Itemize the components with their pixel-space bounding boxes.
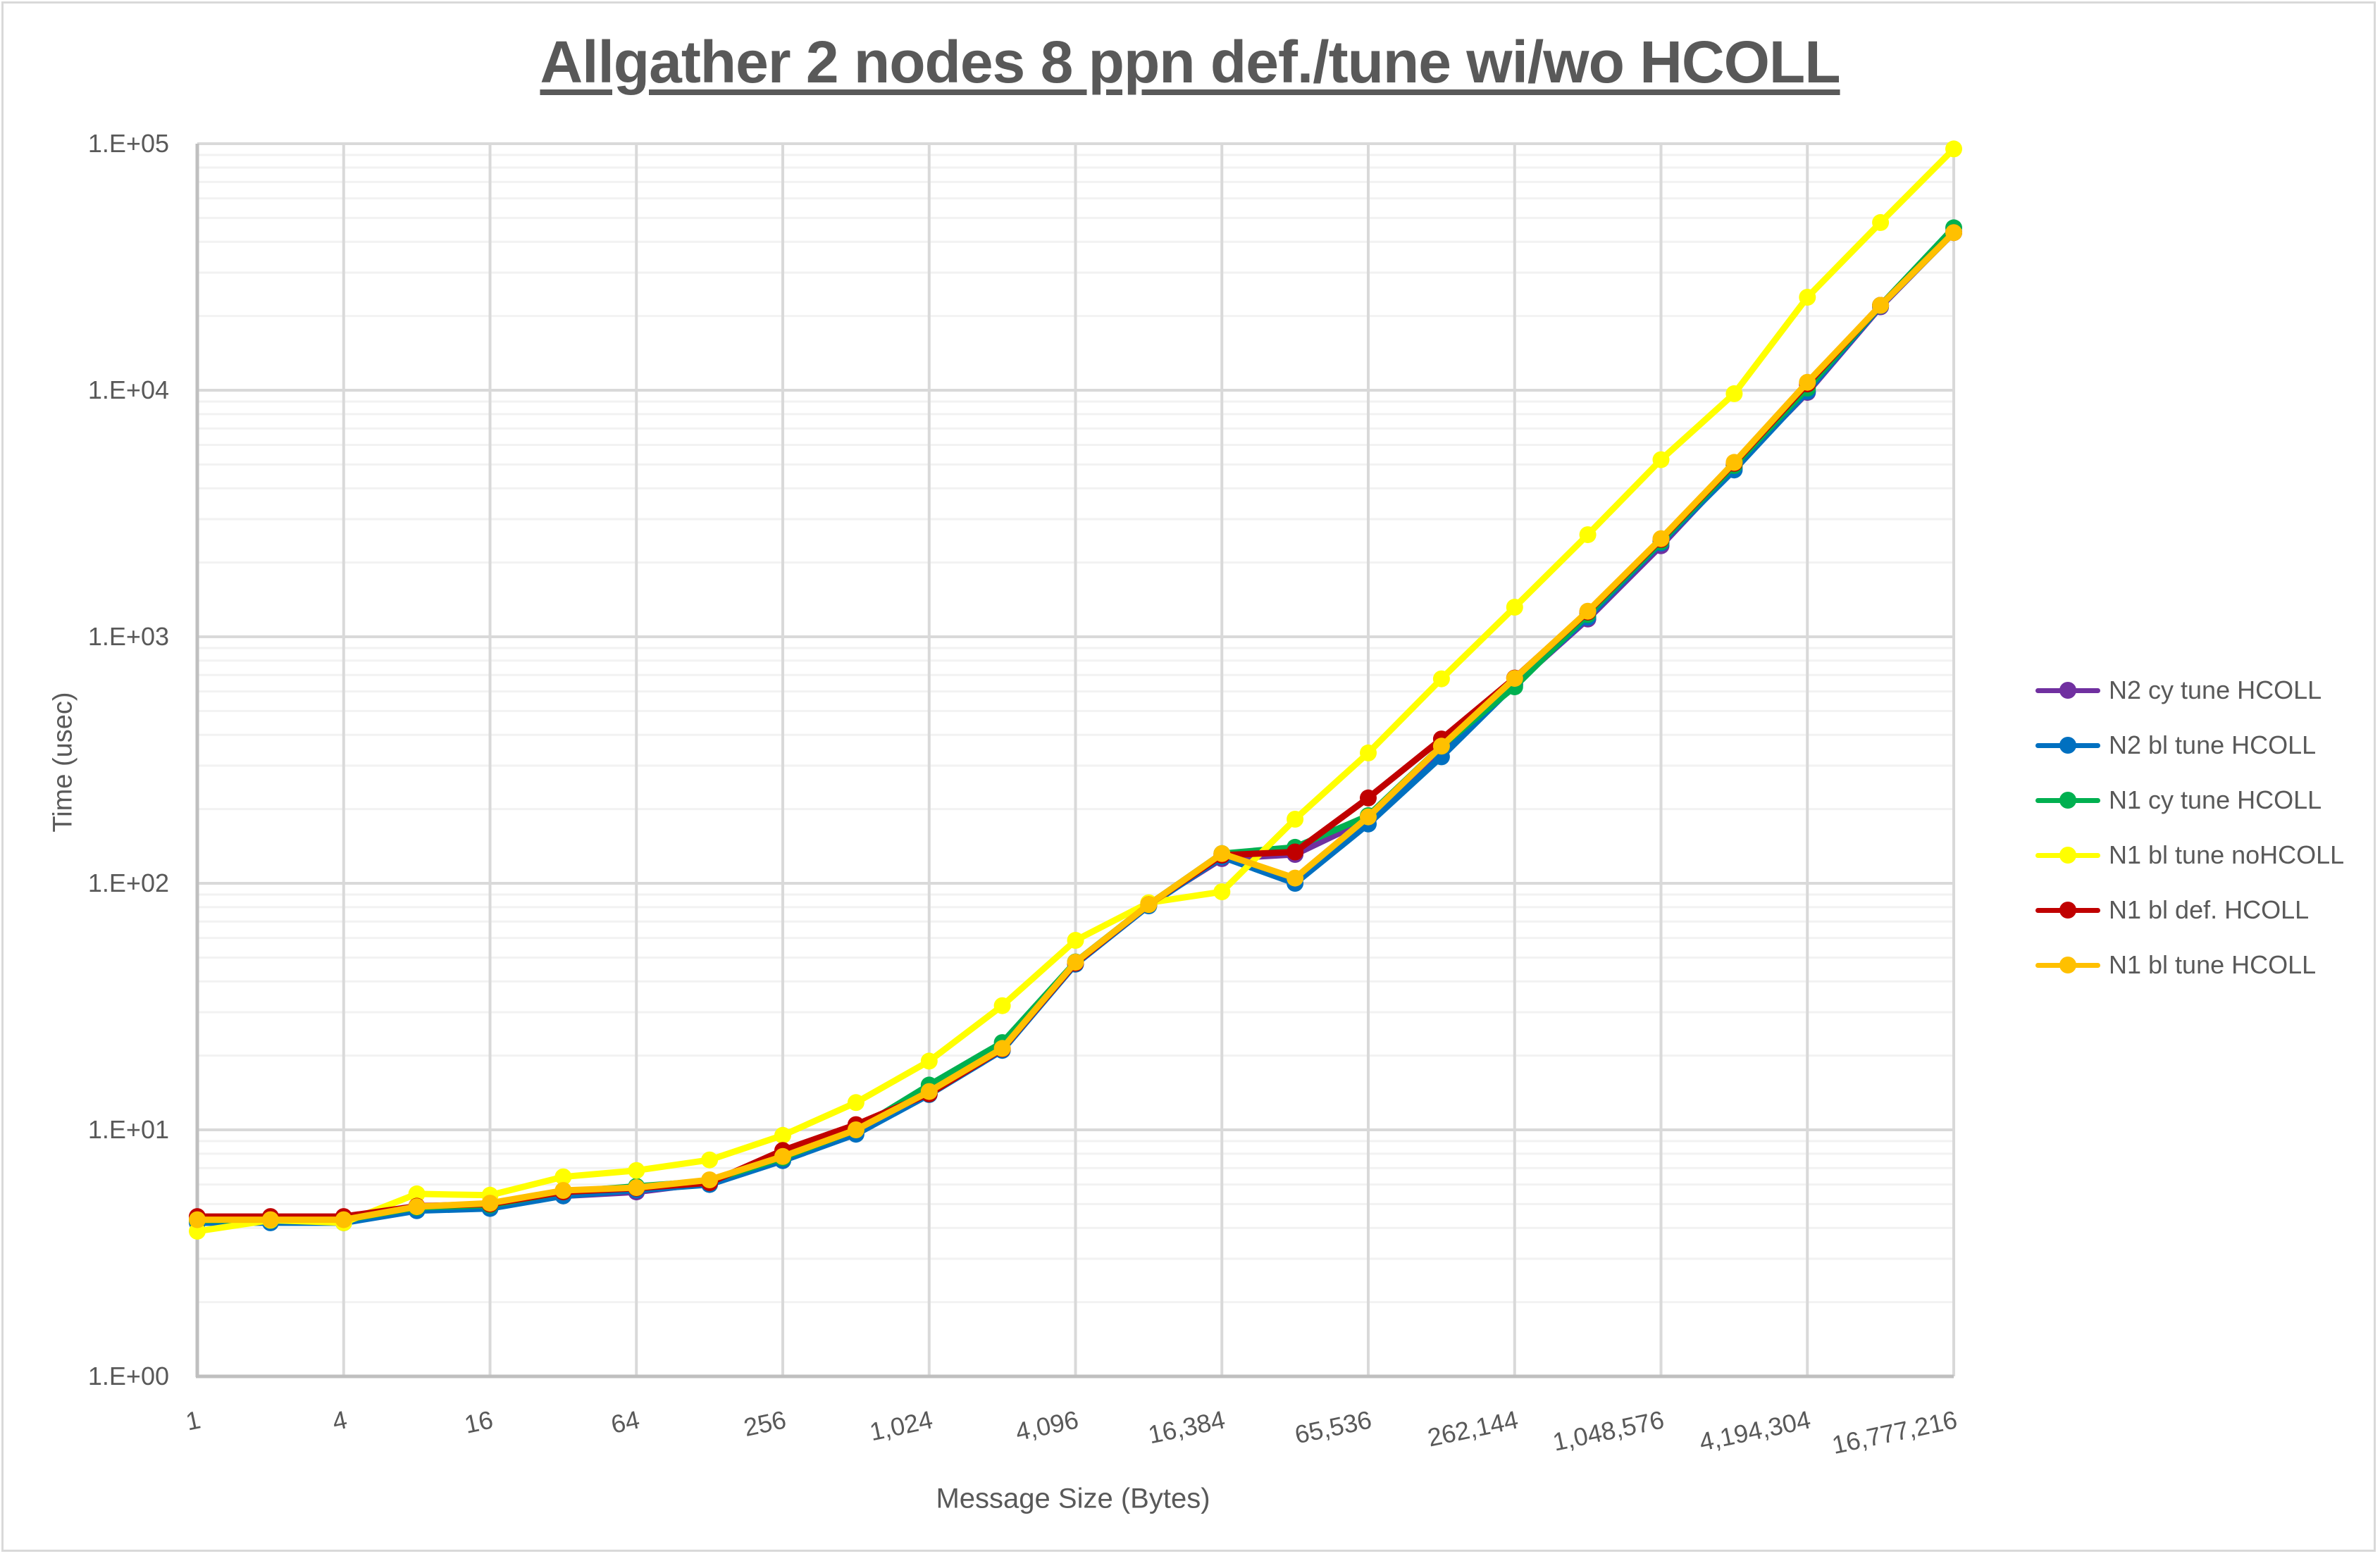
data-point	[554, 1168, 572, 1185]
legend-label: N1 bl def. HCOLL	[2109, 895, 2310, 924]
data-point	[408, 1198, 426, 1216]
line-marker-icon	[2033, 731, 2103, 759]
chart-title: Allgather 2 nodes 8 ppn def./tune wi/wo …	[540, 29, 1840, 95]
data-point	[1067, 932, 1084, 949]
data-point	[1287, 811, 1304, 828]
data-point	[1652, 451, 1670, 468]
data-point	[261, 1211, 279, 1228]
data-point	[335, 1211, 352, 1228]
data-point	[1213, 845, 1231, 862]
data-point	[189, 1211, 206, 1228]
data-point	[920, 1083, 938, 1100]
data-point	[1360, 744, 1377, 761]
line-marker-icon	[2033, 676, 2103, 704]
y-tick-label: 1.E+02	[87, 869, 169, 897]
data-point	[628, 1179, 645, 1196]
line-marker-icon	[2033, 841, 2103, 869]
data-point	[1652, 530, 1670, 547]
data-point	[1872, 297, 1890, 314]
major-gridlines	[197, 142, 1955, 1376]
series-n1-bl-tune-hcoll	[189, 224, 1962, 1228]
data-point	[993, 997, 1011, 1014]
data-point	[1799, 289, 1816, 306]
data-point	[1213, 883, 1231, 900]
legend-label: N1 bl tune HCOLL	[2109, 950, 2317, 979]
y-tick-label: 1.E+03	[87, 622, 169, 651]
data-point	[774, 1147, 791, 1165]
data-point	[774, 1126, 791, 1144]
data-point	[481, 1195, 499, 1212]
data-point	[1506, 599, 1523, 616]
x-tick-label: 64	[608, 1405, 643, 1439]
data-point	[1506, 670, 1523, 687]
y-axis-title: Time (usec)	[48, 692, 78, 833]
legend-item[interactable]: N1 bl def. HCOLL	[2033, 889, 2309, 931]
legend-item[interactable]: N2 cy tune HCOLL	[2033, 669, 2322, 711]
legend-item[interactable]: N1 cy tune HCOLL	[2033, 779, 2322, 821]
data-point	[1872, 213, 1890, 231]
legend-label: N2 bl tune HCOLL	[2109, 730, 2317, 759]
data-point	[554, 1182, 572, 1199]
legend-item[interactable]: N2 bl tune HCOLL	[2033, 724, 2316, 766]
legend-label: N1 bl tune noHCOLL	[2109, 840, 2345, 869]
data-point	[1579, 602, 1597, 620]
data-point	[1725, 385, 1743, 402]
series-layer	[189, 140, 1962, 1240]
data-point	[1140, 896, 1158, 914]
data-point	[701, 1171, 719, 1188]
data-point	[920, 1052, 938, 1070]
data-point	[1945, 224, 1962, 242]
data-point	[701, 1151, 719, 1169]
line-marker-icon	[2033, 951, 2103, 979]
y-tick-label: 1.E+00	[87, 1362, 169, 1390]
legend-label: N2 cy tune HCOLL	[2109, 676, 2322, 704]
legend-item[interactable]: N1 bl tune noHCOLL	[2033, 834, 2344, 876]
data-point	[1287, 843, 1304, 861]
line-marker-icon	[2033, 786, 2103, 814]
legend-label: N1 cy tune HCOLL	[2109, 785, 2322, 814]
y-tick-label: 1.E+04	[87, 375, 169, 404]
y-tick-label: 1.E+05	[87, 129, 169, 158]
legend-item[interactable]: N1 bl tune HCOLL	[2033, 944, 2316, 986]
data-point	[993, 1040, 1011, 1057]
data-point	[1432, 737, 1450, 755]
axes	[195, 144, 1954, 1378]
data-point	[1432, 670, 1450, 687]
data-point	[1945, 140, 1962, 158]
x-axis-title: Message Size (Bytes)	[936, 1483, 1210, 1514]
y-tick-label: 1.E+01	[87, 1115, 169, 1144]
data-point	[1287, 869, 1304, 887]
data-point	[847, 1121, 864, 1138]
data-point	[408, 1185, 426, 1202]
data-point	[1725, 454, 1743, 471]
data-point	[847, 1094, 864, 1112]
data-point	[628, 1162, 645, 1179]
data-point	[1579, 526, 1597, 544]
data-point	[1360, 789, 1377, 807]
data-point	[1067, 953, 1084, 971]
data-point	[1360, 808, 1377, 826]
line-marker-icon	[2033, 896, 2103, 924]
data-point	[1799, 373, 1816, 391]
